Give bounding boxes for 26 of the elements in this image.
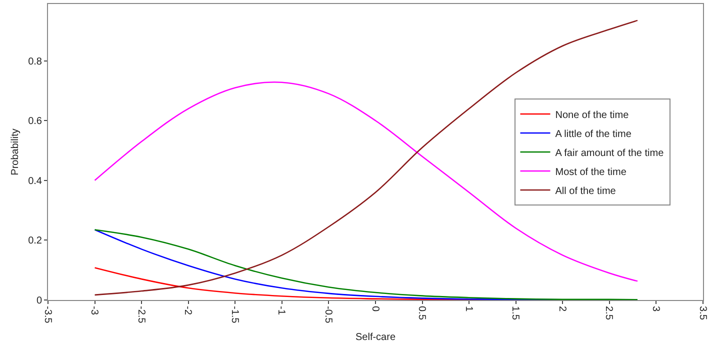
x-tick-label: -0.5 bbox=[322, 306, 334, 324]
x-tick-label: 2.5 bbox=[603, 306, 614, 320]
legend-label: A fair amount of the time bbox=[555, 148, 664, 159]
x-tick-label: 3.5 bbox=[696, 306, 708, 320]
legend-label: Most of the time bbox=[555, 166, 627, 178]
x-tick-label: -3.5 bbox=[42, 306, 53, 324]
x-tick-label: 2 bbox=[556, 306, 568, 312]
y-tick-label: 0.6 bbox=[28, 116, 42, 128]
x-tick-label: 0 bbox=[369, 306, 380, 312]
legend-label: A little of the time bbox=[555, 128, 632, 140]
x-tick-label: -1 bbox=[276, 306, 287, 316]
x-tick-label: 1 bbox=[462, 306, 474, 312]
x-tick-label: -3 bbox=[88, 306, 100, 316]
legend-label: None of the time bbox=[555, 110, 630, 121]
x-tick-label: 1.5 bbox=[510, 306, 521, 320]
x-tick-label: 0.5 bbox=[416, 306, 428, 320]
x-tick-label: 3 bbox=[650, 306, 661, 312]
x-tick-label: -1.5 bbox=[228, 306, 240, 324]
x-axis-title: Self-care bbox=[355, 332, 396, 343]
y-tick-label: 0.8 bbox=[28, 56, 42, 68]
y-axis-title: Probability bbox=[10, 128, 21, 176]
y-tick-label: 0.4 bbox=[28, 176, 42, 187]
y-tick-label: 0.2 bbox=[28, 236, 42, 247]
legend-label: All of the time bbox=[555, 186, 616, 197]
x-tick-label: -2.5 bbox=[135, 306, 146, 324]
x-tick-label: -2 bbox=[182, 306, 194, 316]
